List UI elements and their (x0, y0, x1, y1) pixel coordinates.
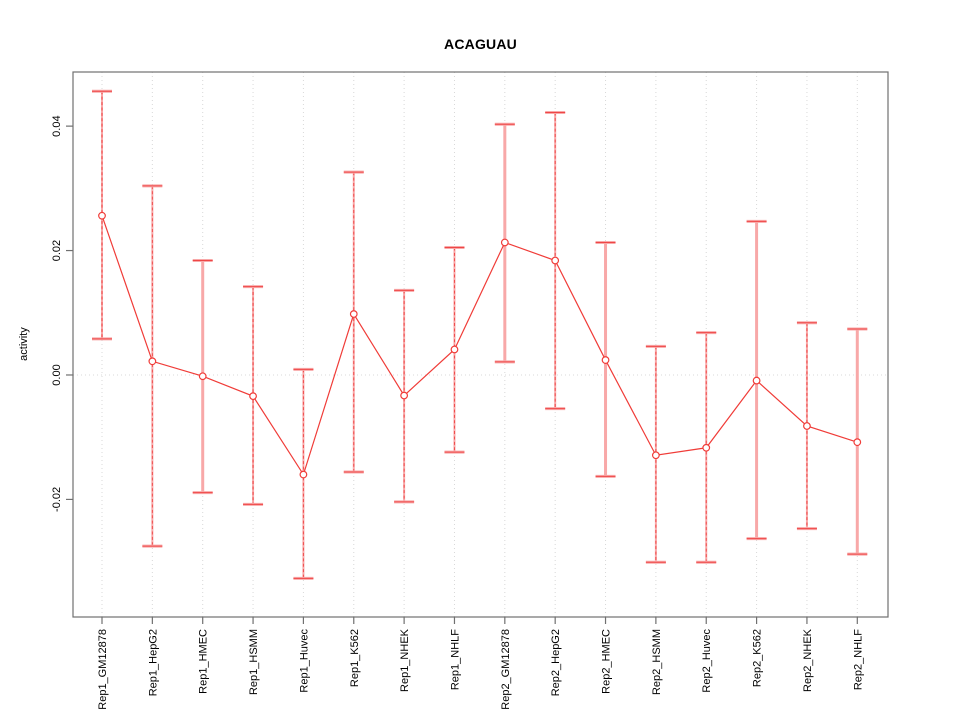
x-category-label: Rep1_Huvec (298, 629, 310, 693)
data-point (299, 470, 308, 479)
x-category-label: Rep2_NHEK (802, 628, 814, 692)
data-point (702, 443, 711, 452)
x-category-label: Rep2_Huvec (701, 629, 713, 693)
data-point (551, 256, 560, 265)
data-point (853, 438, 862, 447)
series-line (101, 215, 858, 476)
x-category-label: Rep2_NHLF (852, 629, 864, 690)
x-category-label: Rep2_HepG2 (550, 629, 562, 696)
x-category-label: Rep1_HMEC (198, 629, 210, 694)
chart-title: ACAGUAU (444, 36, 517, 52)
data-point (752, 376, 761, 385)
data-point (249, 392, 257, 401)
data-point (651, 451, 660, 460)
x-category-label: Rep1_GM12878 (97, 629, 109, 710)
x-category-label: Rep1_HepG2 (147, 629, 159, 696)
x-category-label: Rep2_HMEC (601, 629, 613, 694)
data-point (500, 238, 509, 247)
x-category-label: Rep1_NHEK (399, 628, 411, 692)
data-point (450, 345, 459, 354)
x-category-label: Rep2_GM12878 (500, 629, 512, 710)
y-tick-label: 0.04 (51, 115, 63, 136)
y-tick-label: 0.02 (51, 240, 63, 261)
plot-border (72, 71, 889, 618)
x-category-label: Rep2_HSMM (651, 629, 663, 695)
data-point (148, 357, 157, 366)
data-point (803, 422, 811, 430)
y-tick-label: 0.00 (51, 364, 63, 385)
x-category-label: Rep2_K562 (752, 629, 764, 687)
data-point (400, 391, 409, 400)
x-category-label: Rep1_HSMM (248, 629, 260, 695)
x-category-label: Rep1_K562 (349, 629, 361, 687)
x-category-label: Rep1_NHLF (449, 629, 461, 690)
data-point (601, 356, 610, 364)
data-point (98, 211, 106, 220)
y-tick-label: -0.02 (51, 487, 63, 512)
data-point (349, 310, 358, 318)
data-point (198, 372, 207, 381)
